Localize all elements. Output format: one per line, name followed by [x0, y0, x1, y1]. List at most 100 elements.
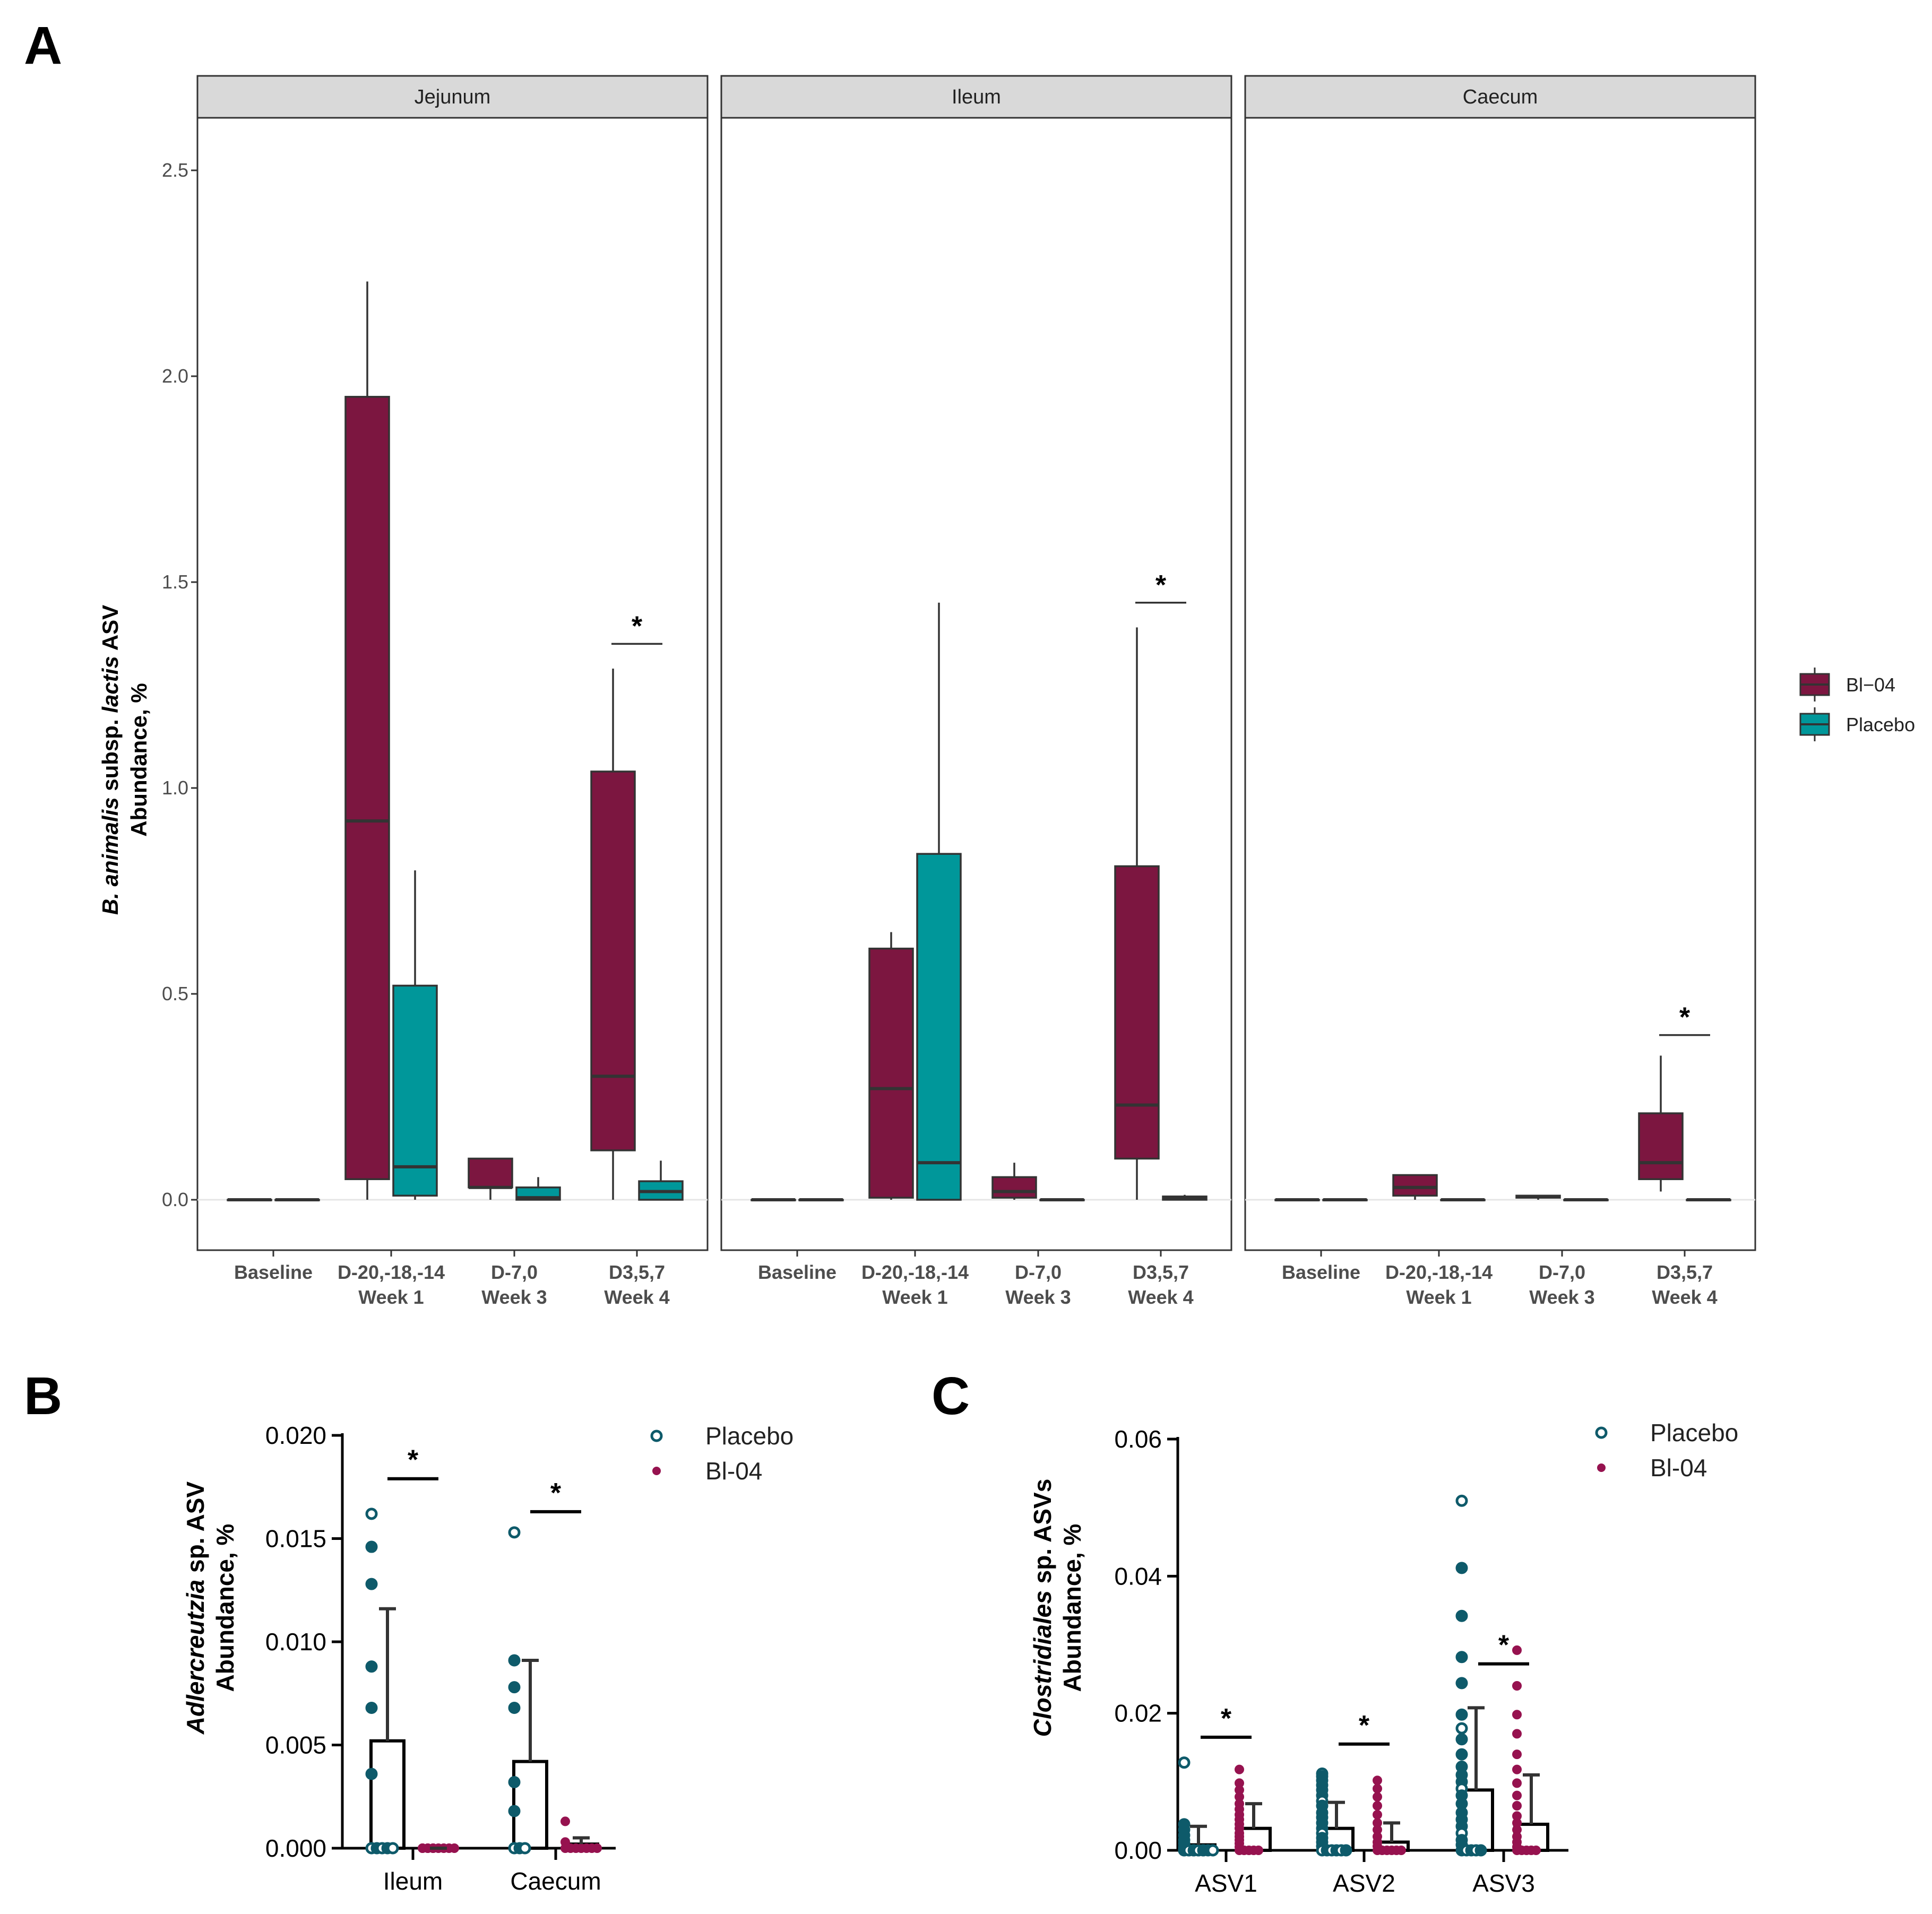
y-axis-title-tail: ASV	[98, 605, 123, 656]
data-point-placebo	[365, 1508, 378, 1520]
y-tick-label: 0.0	[162, 1189, 188, 1210]
data-point-placebo	[1455, 1677, 1468, 1690]
data-point-bl04	[1512, 1778, 1522, 1788]
data-point-bl04	[1531, 1846, 1541, 1855]
x-tick-label: Week 3	[1529, 1286, 1594, 1308]
data-point-bl04	[1235, 1764, 1244, 1774]
legend-marker-placebo	[650, 1430, 663, 1442]
data-point-bl04	[1373, 1801, 1382, 1811]
legend-label: Bl-04	[1650, 1454, 1707, 1482]
box-placebo	[1162, 1194, 1208, 1201]
box-body	[991, 1176, 1037, 1199]
x-tick-label: ASV1	[1195, 1869, 1257, 1897]
box-body	[392, 984, 438, 1197]
y-axis-title-line2: Abundance, %	[126, 683, 151, 836]
y-tick-label: 2.0	[162, 365, 188, 387]
facet-strip	[720, 75, 1232, 119]
significance-star: *	[408, 1445, 419, 1476]
x-tick-label: Baseline	[1282, 1261, 1360, 1283]
data-point-placebo	[365, 1660, 378, 1673]
x-tick-label: Caecum	[510, 1867, 601, 1895]
significance-star: *	[632, 611, 643, 642]
x-tick-label: Week 4	[1128, 1286, 1193, 1308]
data-point-bl04	[560, 1816, 570, 1826]
data-point-placebo	[365, 1578, 378, 1590]
y-axis-title-mid: subsp.	[98, 713, 123, 798]
legend-item-c: Placebo	[1595, 1419, 1738, 1447]
y-axis-title-tail: sp. ASVs	[1029, 1479, 1056, 1590]
box-bl04	[344, 281, 390, 1200]
box-placebo	[392, 870, 438, 1200]
legend-label: Placebo	[1650, 1419, 1738, 1447]
data-point-placebo	[1474, 1844, 1487, 1857]
data-point-bl04	[1512, 1681, 1522, 1691]
y-tick-label: 0.04	[1114, 1562, 1162, 1590]
y-axis-label-a: B. animalis subsp. lactis ASVAbundance, …	[98, 605, 151, 915]
y-tick-label: 0.00	[1114, 1837, 1162, 1864]
data-point-placebo	[1455, 1562, 1468, 1574]
y-axis-title-line1: Clostridiales sp. ASVs	[1029, 1479, 1056, 1737]
legend-label: Bl−04	[1846, 674, 1895, 696]
mean-bar	[369, 1739, 406, 1850]
data-point-placebo	[365, 1768, 378, 1780]
y-axis-title-taxon: Clostridiales	[1029, 1590, 1056, 1737]
box-body	[344, 396, 390, 1180]
x-tick-label: Week 3	[481, 1286, 547, 1308]
box-body	[1114, 865, 1160, 1160]
y-tick-label: 0.000	[265, 1834, 326, 1862]
data-point-placebo	[508, 1654, 521, 1667]
box-placebo	[638, 1160, 684, 1201]
data-point-placebo	[1197, 1844, 1210, 1857]
y-tick-label: 0.005	[265, 1731, 326, 1759]
x-tick-label: D-20,-18,-14	[861, 1261, 969, 1283]
significance-star: *	[1221, 1703, 1232, 1734]
x-tick-label: Week 1	[1406, 1286, 1471, 1308]
y-tick-label: 0.015	[265, 1525, 326, 1553]
data-point-placebo	[1178, 1756, 1191, 1769]
box-bl04	[1114, 627, 1160, 1200]
y-axis-label-c: Clostridiales sp. ASVs Abundance, %	[1029, 1479, 1086, 1737]
y-axis-title-line2: Abundance, %	[1058, 1524, 1086, 1692]
y-axis-title-taxon: Adlercreutzia	[182, 1580, 209, 1735]
x-tick-label: D3,5,7	[1657, 1261, 1713, 1283]
legend-item-b: Placebo	[650, 1422, 794, 1450]
data-point-placebo	[1455, 1651, 1468, 1664]
data-point-placebo	[365, 1701, 378, 1714]
data-point-bl04	[1254, 1846, 1263, 1855]
y-tick-label: 1.5	[162, 571, 188, 593]
box-body	[468, 1157, 513, 1189]
x-tick-label: D-20,-18,-14	[338, 1261, 445, 1283]
legend-item-a: Bl−04	[1799, 668, 1895, 701]
data-point-bl04	[1512, 1710, 1522, 1720]
data-point-placebo	[365, 1540, 378, 1553]
legend-label: Bl-04	[705, 1457, 762, 1485]
x-tick-label: D-7,0	[491, 1261, 538, 1283]
data-point-placebo	[1206, 1844, 1219, 1857]
data-point-placebo	[1455, 1494, 1468, 1507]
legend-marker-bl04	[1597, 1463, 1606, 1472]
x-tick-label: Week 1	[882, 1286, 947, 1308]
data-point-placebo	[508, 1776, 521, 1789]
y-tick-label: 1.0	[162, 777, 188, 799]
x-tick-label: Week 4	[1652, 1286, 1717, 1308]
x-tick-label: Week 4	[604, 1286, 669, 1308]
box-bl04	[590, 668, 636, 1200]
x-tick-label: D-7,0	[1539, 1261, 1585, 1283]
y-axis-title-line2: Abundance, %	[211, 1524, 239, 1692]
panel-letter-c: C	[932, 1366, 970, 1426]
y-axis-title-tail: sp. ASV	[182, 1482, 209, 1580]
panel-letter-b: B	[24, 1366, 62, 1426]
legend-marker-placebo	[1595, 1426, 1608, 1439]
box-placebo	[916, 602, 962, 1201]
legend-item-b: Bl-04	[652, 1457, 762, 1485]
x-tick-label: Ileum	[383, 1867, 443, 1895]
data-point-placebo	[386, 1842, 399, 1855]
box-bl04	[1638, 1055, 1684, 1192]
significance-star: *	[1679, 1002, 1690, 1033]
data-point-placebo	[1340, 1844, 1352, 1857]
data-point-bl04	[1373, 1792, 1382, 1802]
data-point-bl04	[1512, 1764, 1522, 1774]
facet-panel	[1244, 117, 1756, 1251]
data-point-placebo	[508, 1681, 521, 1694]
